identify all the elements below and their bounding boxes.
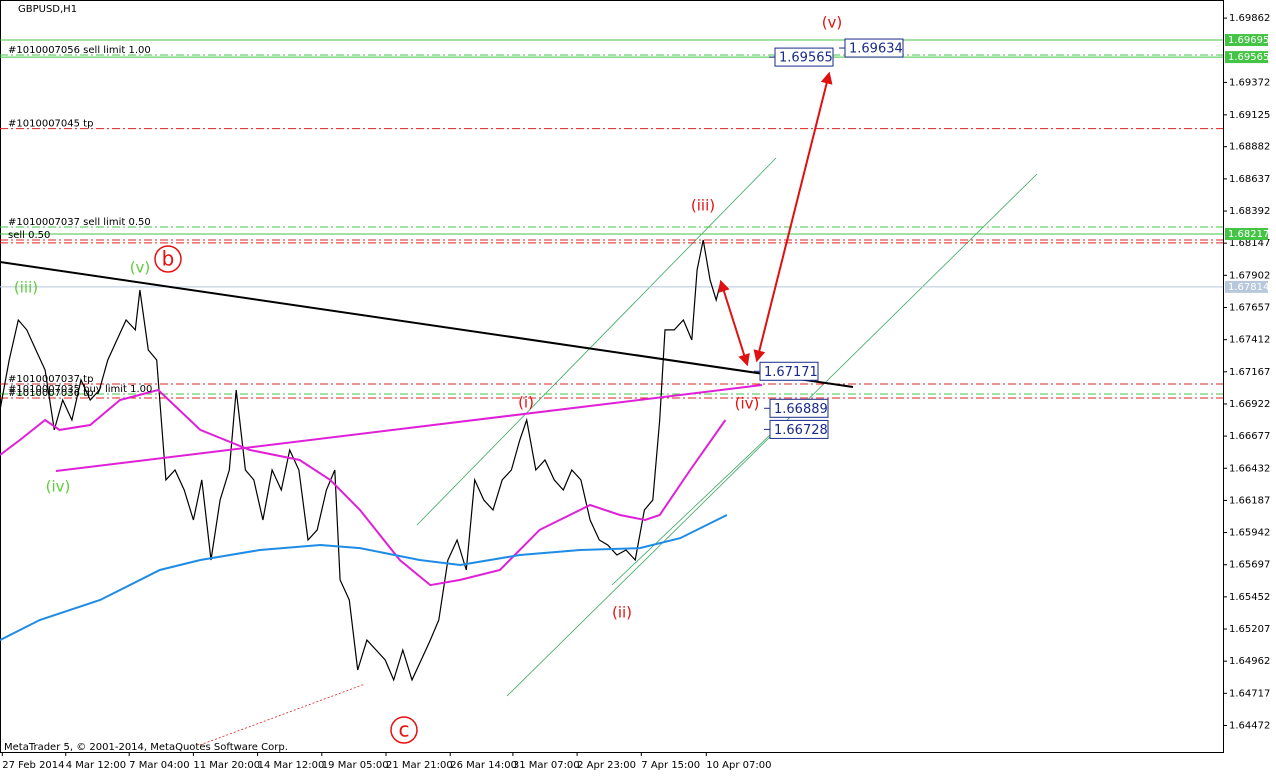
arrow [753, 71, 833, 363]
price-tag-label: 1.69695 [1228, 35, 1269, 46]
price-tag [1225, 280, 1268, 293]
y-tick-label: 1.65207 [1229, 624, 1270, 635]
y-tick-label: 1.68637 [1229, 174, 1270, 185]
x-tick-label: 7 Mar 04:00 [129, 760, 189, 771]
wave-label: (v) [130, 259, 151, 277]
x-tick-label: 14 Mar 12:00 [258, 760, 325, 771]
price-line [0, 239, 721, 682]
price-tag-label: 1.68217 [1228, 229, 1269, 240]
trend-line [55, 384, 763, 472]
wave-label: (iii) [14, 279, 38, 297]
y-tick-label: 1.65697 [1229, 560, 1270, 571]
dotted-line [199, 683, 366, 746]
price-tag [1225, 227, 1268, 240]
y-tick-label: 1.64962 [1229, 656, 1270, 667]
x-tick-label: 26 Mar 14:00 [450, 760, 517, 771]
x-tick-label: 2 Apr 23:00 [577, 760, 636, 771]
x-tick-label: 21 Mar 21:00 [386, 760, 453, 771]
trend-line [0, 261, 854, 388]
price-tag-label: 1.69565 [1228, 52, 1269, 63]
y-tick-label: 1.69372 [1229, 77, 1270, 88]
price-box [774, 47, 834, 67]
level-label: #1010007056 sell limit 1.00 [8, 45, 151, 56]
price-box-label: 1.66728 [774, 423, 828, 438]
wave-circle [154, 245, 182, 273]
x-tick-label: 19 Mar 05:00 [322, 760, 389, 771]
price-line [0, 388, 727, 587]
y-tick-label: 1.67412 [1229, 335, 1270, 346]
level-label: #1010007036 tp [8, 388, 93, 399]
plot-frame [0, 0, 1224, 753]
price-box-label: 1.67171 [764, 365, 818, 380]
price-line [0, 514, 728, 641]
wave-circle [390, 716, 418, 744]
x-tick-label: 4 Mar 12:00 [66, 760, 126, 771]
x-tick-label: 31 Mar 07:00 [513, 760, 580, 771]
arrow [718, 279, 750, 367]
series-layer [0, 39, 1223, 682]
x-tick-label: 27 Feb 2014 [2, 760, 64, 771]
y-tick-label: 1.66922 [1229, 399, 1270, 410]
price-box [769, 419, 829, 439]
price-tag [1225, 34, 1268, 47]
level-label: #1010007035 buy limit 1.00 [8, 384, 152, 395]
level-label: sell 0.50 [8, 230, 50, 241]
y-tick-label: 1.65452 [1229, 592, 1270, 603]
y-tick-label: 1.64472 [1229, 720, 1270, 731]
level-label: #1010007037 tp [8, 374, 93, 385]
wave-label: c [399, 718, 410, 742]
price-box [769, 398, 829, 418]
wave-label: (v) [822, 14, 843, 32]
level-label: #1010007037 sell limit 0.50 [8, 217, 151, 228]
y-tick-label: 1.68882 [1229, 142, 1270, 153]
wave-label: (ii) [612, 604, 632, 622]
price-box-label: 1.69634 [849, 42, 903, 57]
wave-label: (iii) [691, 197, 715, 215]
price-box [759, 361, 819, 381]
x-tick-label: 10 Apr 07:00 [706, 760, 771, 771]
y-tick-label: 1.67657 [1229, 302, 1270, 313]
price-box [844, 38, 904, 58]
y-tick-label: 1.66677 [1229, 431, 1270, 442]
footer: MetaTrader 5, © 2001-2014, MetaQuotes So… [4, 742, 288, 753]
y-tick-label: 1.64717 [1229, 688, 1270, 699]
wave-label: b [162, 247, 175, 271]
y-tick-label: 1.69125 [1229, 110, 1270, 121]
x-tick-label: 7 Apr 15:00 [641, 760, 700, 771]
y-tick-label: 1.68147 [1229, 238, 1270, 249]
price-tag [1225, 51, 1268, 64]
y-tick-label: 1.66432 [1229, 463, 1270, 474]
price-tag-label: 1.67814 [1228, 282, 1269, 293]
channel-line [416, 157, 777, 526]
x-tick-label: 11 Mar 20:00 [193, 760, 260, 771]
y-tick-label: 1.69862 [1229, 13, 1270, 24]
chart-title: GBPUSD,H1 [18, 4, 77, 15]
price-box-label: 1.69565 [779, 51, 833, 66]
wave-label: (iv) [735, 395, 760, 413]
y-tick-label: 1.67167 [1229, 367, 1270, 378]
y-tick-label: 1.66187 [1229, 495, 1270, 506]
wave-label: (i) [518, 394, 534, 412]
wave-label: (iv) [46, 478, 71, 496]
y-tick-label: 1.65942 [1229, 528, 1270, 539]
channel-line [611, 434, 771, 586]
level-label: #1010007045 tp [8, 119, 93, 130]
y-tick-label: 1.68392 [1229, 206, 1270, 217]
price-box-label: 1.66889 [774, 402, 828, 417]
y-tick-label: 1.67902 [1229, 270, 1270, 281]
